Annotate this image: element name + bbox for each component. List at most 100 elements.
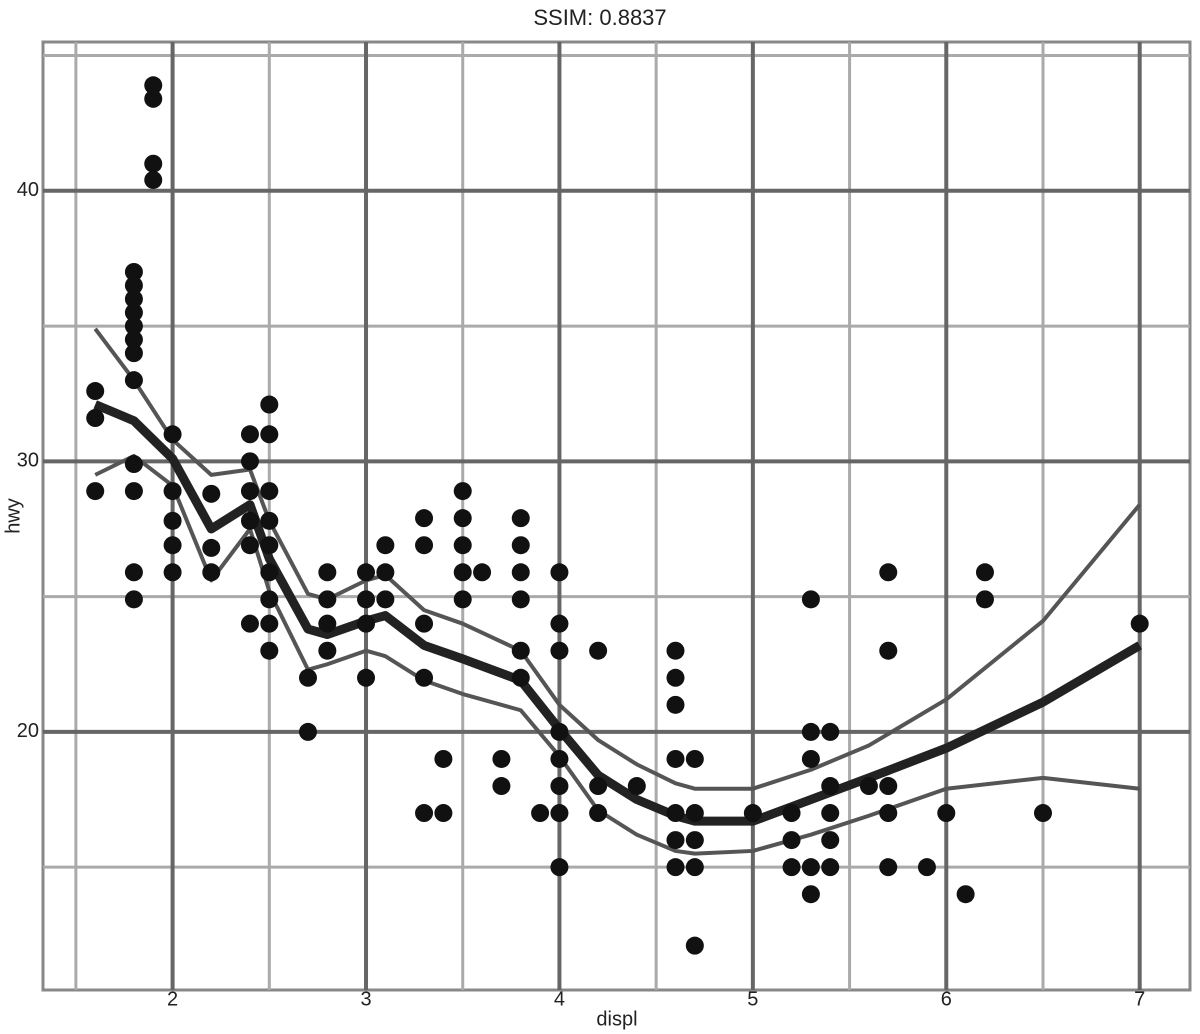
point (415, 509, 434, 528)
point (975, 590, 994, 609)
point (511, 563, 530, 582)
point (124, 482, 143, 501)
point (260, 425, 279, 444)
point (492, 777, 511, 796)
point (685, 749, 704, 768)
point (434, 749, 453, 768)
point (666, 668, 685, 687)
point (956, 885, 975, 904)
point (666, 695, 685, 714)
x-tick-label: 7 (1134, 988, 1145, 1010)
point (453, 509, 472, 528)
point (124, 317, 143, 336)
point (260, 482, 279, 501)
point (124, 590, 143, 609)
point (124, 371, 143, 390)
point (144, 170, 163, 189)
point (357, 614, 376, 633)
point (550, 804, 569, 823)
point (124, 262, 143, 281)
point (144, 76, 163, 95)
point (801, 858, 820, 877)
point (685, 804, 704, 823)
point (453, 536, 472, 555)
point (589, 777, 608, 796)
point (357, 590, 376, 609)
point (666, 858, 685, 877)
point (124, 344, 143, 363)
point (124, 276, 143, 295)
point (318, 590, 337, 609)
point (666, 804, 685, 823)
point (124, 330, 143, 349)
point (666, 831, 685, 850)
point (511, 590, 530, 609)
point (144, 89, 163, 108)
point (917, 858, 936, 877)
point (202, 538, 221, 557)
point (415, 804, 434, 823)
point (550, 777, 569, 796)
point (743, 804, 762, 823)
point (240, 452, 259, 471)
point (240, 511, 259, 530)
confidence-lower (94, 453, 1140, 856)
point (298, 722, 317, 741)
point (511, 509, 530, 528)
point (511, 536, 530, 555)
point (163, 536, 182, 555)
point (163, 563, 182, 582)
point (879, 777, 898, 796)
point (550, 722, 569, 741)
point (298, 668, 317, 687)
x-tick-label: 4 (554, 988, 565, 1010)
point (202, 484, 221, 503)
point (415, 614, 434, 633)
point (318, 614, 337, 633)
x-tick-label: 2 (167, 988, 178, 1010)
point (589, 641, 608, 660)
point (550, 614, 569, 633)
point (376, 536, 395, 555)
point (357, 563, 376, 582)
point (685, 831, 704, 850)
y-tick-label: 20 (17, 720, 39, 742)
point (86, 382, 105, 401)
point (357, 668, 376, 687)
point (492, 749, 511, 768)
point (124, 290, 143, 309)
point (550, 749, 569, 768)
chart-title: SSIM: 0.8837 (533, 5, 666, 30)
point (1130, 614, 1149, 633)
point (163, 511, 182, 530)
point (627, 777, 646, 796)
point (821, 831, 840, 850)
point (550, 858, 569, 877)
point (975, 563, 994, 582)
point (473, 563, 492, 582)
point (801, 885, 820, 904)
y-tick-label: 30 (17, 450, 39, 472)
point (240, 536, 259, 555)
point (685, 936, 704, 955)
point (240, 425, 259, 444)
point (260, 590, 279, 609)
point (879, 804, 898, 823)
point (240, 614, 259, 633)
x-tick-label: 3 (360, 988, 371, 1010)
point (821, 777, 840, 796)
confidence-upper (93, 327, 1142, 791)
point (685, 858, 704, 877)
point (376, 590, 395, 609)
point (801, 722, 820, 741)
point (260, 641, 279, 660)
point (376, 563, 395, 582)
x-tick-label: 5 (747, 988, 758, 1010)
point (821, 804, 840, 823)
y-tick-label: 40 (17, 179, 39, 201)
y-axis-label: hwy (2, 498, 24, 534)
point (782, 858, 801, 877)
point (453, 563, 472, 582)
point (318, 641, 337, 660)
point (879, 563, 898, 582)
